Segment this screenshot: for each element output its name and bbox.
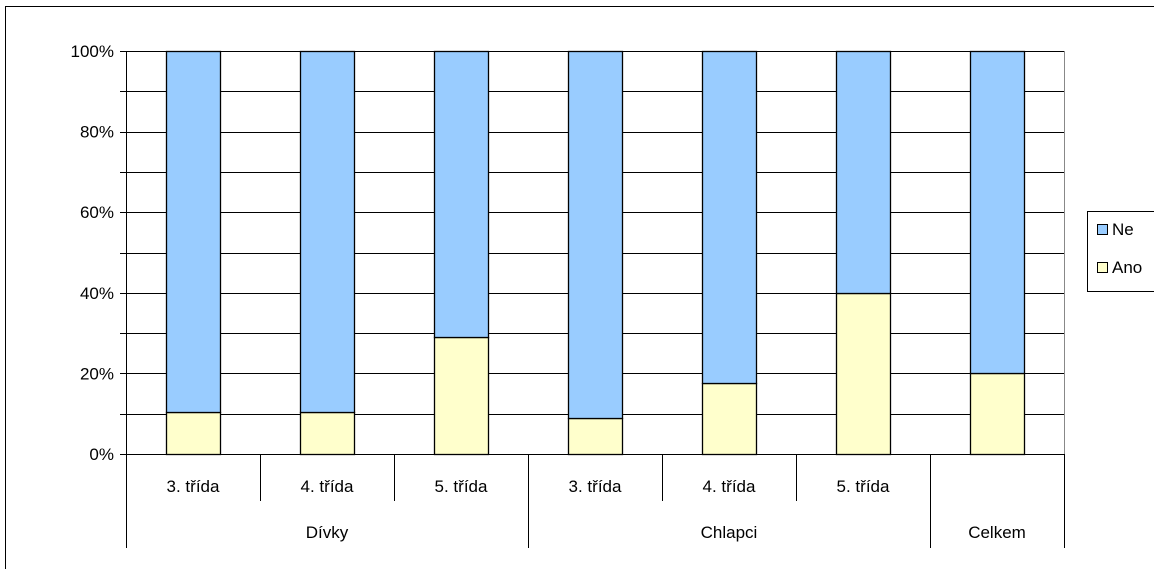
bar-ne-3 xyxy=(567,50,624,420)
category-labels: 3. třída 4. třída 5. třída 3. třída 4. třída… xyxy=(167,477,890,496)
category-label: 4. třída xyxy=(301,477,354,496)
y-tick-label: 40% xyxy=(80,284,114,303)
legend: Ne Ano xyxy=(1087,211,1154,292)
bar-ano-1 xyxy=(299,411,356,456)
group-label: Chlapci xyxy=(701,523,758,542)
bar-ano-5 xyxy=(835,292,892,456)
bar-ne-1 xyxy=(299,50,356,414)
category-label: 3. třída xyxy=(167,477,220,496)
bar-ne-6 xyxy=(969,50,1026,375)
group-label: Dívky xyxy=(306,523,349,542)
chart-frame xyxy=(5,6,1154,569)
bars xyxy=(165,50,1026,456)
bar-ano-4 xyxy=(701,382,758,456)
bar-ano-3 xyxy=(567,417,624,456)
y-tick-label: 20% xyxy=(80,364,114,383)
category-label: 5. třída xyxy=(837,477,890,496)
bar-ne-2 xyxy=(433,50,490,339)
group-labels: Dívky Chlapci Celkem xyxy=(306,523,1026,542)
y-tick-label: 60% xyxy=(80,203,114,222)
group-label: Celkem xyxy=(968,523,1026,542)
bar-ano-0 xyxy=(165,411,222,456)
y-tick-labels: 0% 20% 40% 60% 80% 100% xyxy=(71,42,114,464)
bar-ano-2 xyxy=(433,336,490,456)
bar-ne-5 xyxy=(835,50,892,295)
axes xyxy=(120,51,1065,548)
y-tick-label: 100% xyxy=(71,42,114,61)
y-tick-label: 80% xyxy=(80,123,114,142)
bar-ne-4 xyxy=(701,50,758,385)
category-label: 4. třída xyxy=(703,477,756,496)
legend-label-ne: Ne xyxy=(1112,220,1134,239)
legend-label-ano: Ano xyxy=(1112,258,1142,277)
legend-swatch-ano xyxy=(1097,262,1108,273)
legend-swatch-ne xyxy=(1097,224,1108,235)
y-tick-label: 0% xyxy=(89,445,114,464)
category-label: 3. třída xyxy=(569,477,622,496)
bar-ano-6 xyxy=(969,372,1026,456)
bar-ne-0 xyxy=(165,50,222,414)
category-label: 5. třída xyxy=(435,477,488,496)
